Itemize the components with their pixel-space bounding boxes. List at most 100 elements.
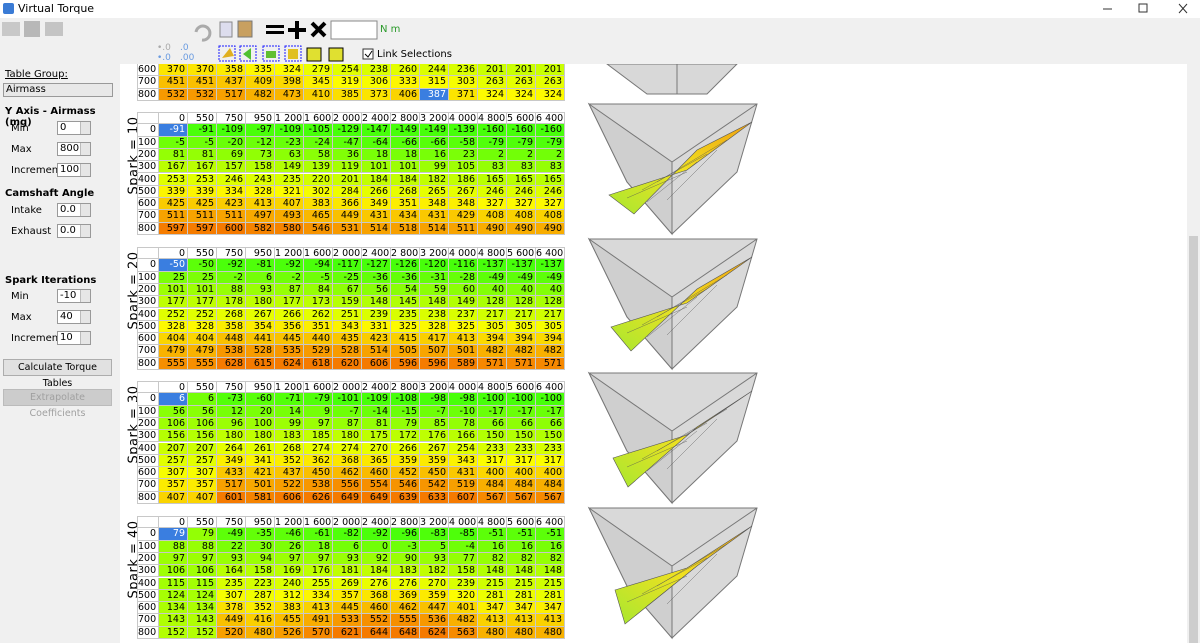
table-cell[interactable]: 150	[536, 430, 565, 443]
table-cell[interactable]: 182	[420, 173, 449, 186]
table-cell[interactable]: 265	[420, 185, 449, 199]
table-cell[interactable]: 92	[362, 552, 391, 566]
table-cell[interactable]: 97	[304, 417, 333, 431]
table-cell[interactable]: 305	[507, 320, 536, 334]
table-cell[interactable]: 343	[333, 320, 362, 334]
table-cell[interactable]: 148	[507, 565, 536, 578]
table-cell[interactable]: -137	[478, 259, 507, 272]
table-cell[interactable]: 334	[304, 589, 333, 603]
table-cell[interactable]: 303	[449, 76, 478, 89]
table-cell[interactable]: 431	[362, 210, 391, 223]
table-cell[interactable]: 115	[188, 577, 217, 590]
table-cell[interactable]: 347	[507, 602, 536, 615]
table-cell[interactable]: 93	[217, 552, 246, 566]
table-cell[interactable]: 335	[246, 64, 275, 77]
table-cell[interactable]: -20	[217, 136, 246, 149]
table-cell[interactable]: 177	[159, 296, 188, 309]
spin-box[interactable]: -10	[57, 289, 91, 303]
table-cell[interactable]: 58	[304, 148, 333, 162]
table-cell[interactable]: -126	[391, 259, 420, 272]
table-cell[interactable]: 237	[449, 308, 478, 321]
table-cell[interactable]: 370	[159, 64, 188, 77]
table-cell[interactable]: 358	[217, 64, 246, 77]
table-cell[interactable]: 385	[333, 88, 362, 101]
table-cell[interactable]: 339	[188, 185, 217, 199]
table-cell[interactable]: 139	[304, 161, 333, 174]
table-cell[interactable]: 201	[333, 173, 362, 186]
table-cell[interactable]: 165	[507, 173, 536, 186]
table-cell[interactable]: 169	[275, 565, 304, 578]
table-cell[interactable]: 465	[304, 210, 333, 223]
table-cell[interactable]: -64	[362, 136, 391, 149]
table-cell[interactable]: -5	[159, 136, 188, 149]
table-cell[interactable]: 183	[275, 430, 304, 443]
table-cell[interactable]: 180	[333, 430, 362, 443]
table-cell[interactable]: 434	[391, 210, 420, 223]
table-cell[interactable]: 312	[275, 589, 304, 603]
table-cell[interactable]: 490	[536, 222, 565, 235]
table-cell[interactable]: 268	[217, 308, 246, 321]
table-cell[interactable]: 56	[188, 405, 217, 418]
table-cell[interactable]: 413	[449, 333, 478, 346]
table-cell[interactable]: 440	[304, 333, 333, 346]
table-cell[interactable]: -160	[507, 124, 536, 137]
table-cell[interactable]: 482	[536, 345, 565, 358]
table-cell[interactable]: -82	[333, 528, 362, 541]
table-cell[interactable]: 383	[304, 198, 333, 211]
table-cell[interactable]: -85	[449, 528, 478, 541]
table-cell[interactable]: 366	[333, 198, 362, 211]
table-cell[interactable]: -101	[333, 393, 362, 406]
table-cell[interactable]: -109	[275, 124, 304, 137]
table-cell[interactable]: 373	[362, 88, 391, 101]
window-controls[interactable]	[1090, 0, 1200, 18]
table-cell[interactable]: -139	[449, 124, 478, 137]
table-cell[interactable]: 165	[478, 173, 507, 186]
table-cell[interactable]: 324	[507, 88, 536, 101]
table-cell[interactable]: -137	[507, 259, 536, 272]
table-cell[interactable]: 413	[507, 614, 536, 627]
table-cell[interactable]: 85	[420, 417, 449, 431]
table-cell[interactable]: 217	[507, 308, 536, 321]
table-cell[interactable]: 449	[333, 210, 362, 223]
table-cell[interactable]: 276	[391, 577, 420, 590]
table-cell[interactable]: 238	[362, 64, 391, 77]
table-cell[interactable]: 460	[362, 602, 391, 615]
table-cell[interactable]: 368	[333, 454, 362, 468]
table-cell[interactable]: 526	[275, 626, 304, 639]
table-cell[interactable]: 156	[188, 430, 217, 443]
table-cell[interactable]: 12	[217, 405, 246, 418]
table-cell[interactable]: 96	[217, 417, 246, 431]
table-cell[interactable]: -91	[188, 124, 217, 137]
table-cell[interactable]: 124	[159, 589, 188, 603]
table-cell[interactable]: 327	[536, 198, 565, 211]
table-cell[interactable]: 82	[536, 552, 565, 566]
table-cell[interactable]: 480	[507, 626, 536, 639]
table-cell[interactable]: 501	[449, 345, 478, 358]
table-cell[interactable]: 341	[246, 454, 275, 468]
table-cell[interactable]: 99	[420, 161, 449, 174]
table-cell[interactable]: 40	[507, 283, 536, 297]
table-cell[interactable]: 77	[449, 552, 478, 566]
table-cell[interactable]: 134	[188, 602, 217, 615]
table-cell[interactable]: 334	[217, 185, 246, 199]
table-cell[interactable]: 223	[246, 577, 275, 590]
table-cell[interactable]: 81	[362, 417, 391, 431]
table-cell[interactable]: 287	[246, 589, 275, 603]
table-cell[interactable]: -23	[275, 136, 304, 149]
table-cell[interactable]: 517	[217, 88, 246, 101]
table-cell[interactable]: 333	[391, 76, 420, 89]
table-cell[interactable]: 413	[536, 614, 565, 627]
table-cell[interactable]: 339	[159, 185, 188, 199]
table-cell[interactable]: 16	[420, 148, 449, 162]
spin-box[interactable]: 0.0	[57, 203, 91, 217]
table-cell[interactable]: 480	[246, 626, 275, 639]
table-cell[interactable]: 239	[362, 308, 391, 321]
table-cell[interactable]: 362	[304, 454, 333, 468]
table-cell[interactable]: 460	[362, 467, 391, 480]
table-cell[interactable]: 352	[246, 602, 275, 615]
table-cell[interactable]: 177	[188, 296, 217, 309]
table-cell[interactable]: 348	[449, 198, 478, 211]
table-cell[interactable]: 238	[420, 308, 449, 321]
table-cell[interactable]: 158	[449, 565, 478, 578]
table-cell[interactable]: 166	[449, 430, 478, 443]
